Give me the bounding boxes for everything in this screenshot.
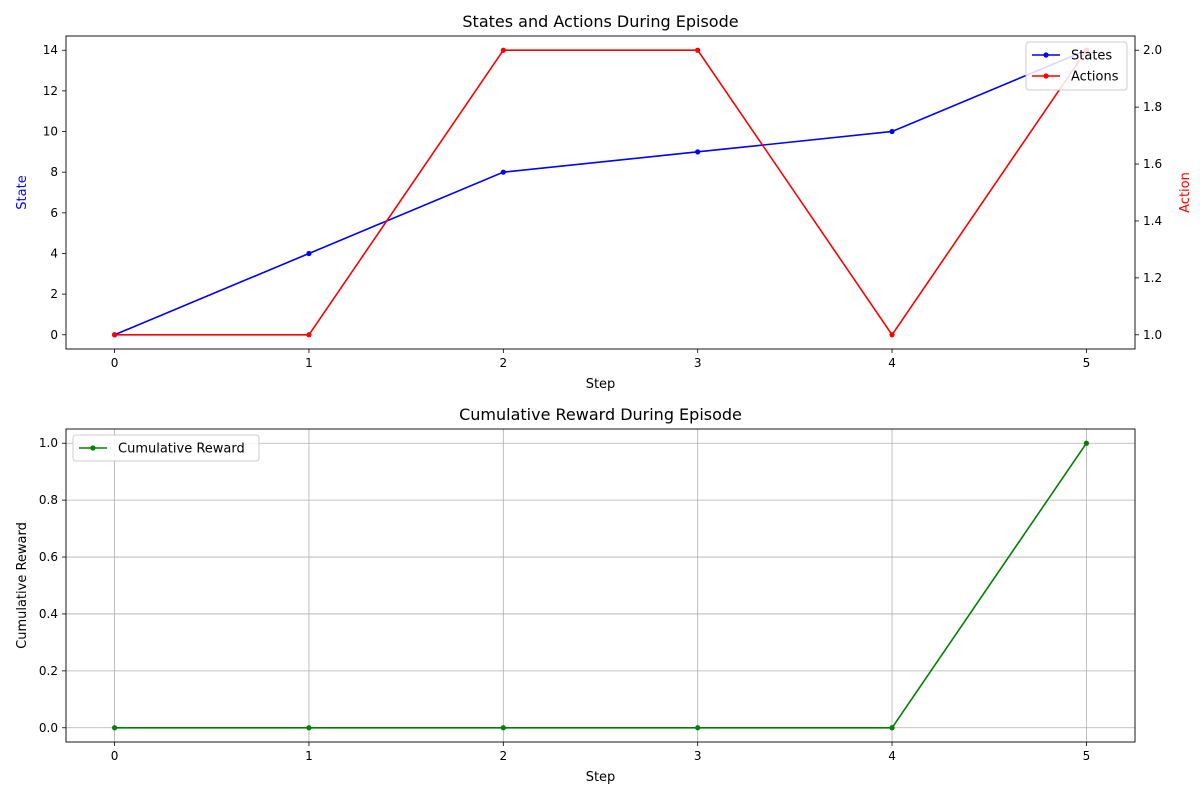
chart0-legend-label-1: Actions bbox=[1071, 70, 1119, 85]
chart0-y-right-tick-label-5: 2.0 bbox=[1143, 43, 1162, 57]
chart1-x-tick-label-4: 4 bbox=[888, 749, 896, 763]
chart0-y-right-tick-label-1: 1.2 bbox=[1143, 271, 1162, 285]
chart1-x-tick-label-1: 1 bbox=[305, 749, 313, 763]
chart0-y-tick-label-2: 4 bbox=[50, 246, 58, 260]
chart1-y-tick-label-1: 0.2 bbox=[39, 664, 58, 678]
chart1-y-tick-label-2: 0.4 bbox=[39, 607, 58, 621]
chart0-series-0-line bbox=[114, 49, 1087, 336]
chart0-series-0-point-1 bbox=[306, 250, 312, 257]
chart0-y-tick-label-0: 0 bbox=[50, 328, 58, 342]
chart0-y-tick-label-4: 8 bbox=[50, 165, 58, 179]
chart0-legend-label-0: States bbox=[1071, 49, 1112, 64]
chart1-legend-marker-0 bbox=[90, 445, 96, 451]
chart0-y-tick-label-5: 10 bbox=[43, 125, 58, 139]
chart1-y-tick-label-3: 0.6 bbox=[39, 550, 58, 564]
chart0-series-0-point-2 bbox=[500, 169, 506, 175]
chart1-series-0-point-4 bbox=[889, 725, 895, 731]
chart0-series-1-point-2 bbox=[500, 47, 506, 53]
chart0-y-tick-label-3: 6 bbox=[50, 206, 58, 220]
chart0-series-1-point-1 bbox=[306, 332, 312, 338]
chart0-frame bbox=[65, 35, 1136, 350]
chart1-x-tick-label-2: 2 bbox=[499, 749, 507, 763]
chart0-y-tick-label-7: 14 bbox=[43, 43, 58, 57]
chart0-x-tick-label-4: 4 bbox=[888, 356, 896, 370]
chart1-frame bbox=[65, 428, 1136, 743]
chart1-x-tick-label-5: 5 bbox=[1083, 749, 1091, 763]
chart0-x-tick-label-1: 1 bbox=[305, 356, 313, 370]
chart0-y-tick-label-6: 12 bbox=[43, 84, 58, 98]
chart1-title: Cumulative Reward During Episode bbox=[459, 405, 742, 424]
chart0-series-0-point-4 bbox=[889, 128, 895, 135]
chart0-x-tick-label-2: 2 bbox=[499, 356, 507, 370]
chart0-y-label: State bbox=[15, 175, 30, 209]
chart0-y-right-tick-label-3: 1.6 bbox=[1143, 157, 1162, 171]
chart1-group: Cumulative Reward During Episode 0 1 2 3 4 5 0.… bbox=[15, 405, 1136, 785]
chart0-y-right-tick-label-4: 1.8 bbox=[1143, 100, 1162, 114]
chart0-x-tick-label-0: 0 bbox=[111, 356, 119, 370]
chart0-y-right-label: Action bbox=[1178, 172, 1193, 213]
chart0-series-1-point-0 bbox=[111, 332, 118, 338]
chart0-title: States and Actions During Episode bbox=[462, 12, 738, 31]
chart1-x-tick-label-3: 3 bbox=[694, 749, 702, 763]
chart0-legend-marker-1 bbox=[1043, 73, 1049, 79]
chart0-y-tick-label-1: 2 bbox=[50, 287, 58, 301]
chart0-x-tick-label-5: 5 bbox=[1083, 356, 1091, 370]
chart0-series-0-point-3 bbox=[695, 149, 701, 155]
chart1-y-tick-label-0: 0.0 bbox=[39, 721, 58, 735]
chart0-legend: States Actions bbox=[1025, 41, 1128, 91]
chart1-y-tick-label-4: 0.8 bbox=[39, 493, 58, 507]
chart1-x-label: Step bbox=[586, 770, 616, 785]
chart0-legend-marker-0 bbox=[1043, 52, 1049, 58]
chart1-series-0-point-1 bbox=[306, 725, 312, 731]
chart0-x-tick-label-3: 3 bbox=[694, 356, 702, 370]
chart1-series-0-point-3 bbox=[695, 725, 701, 731]
chart0-y-right-tick-label-0: 1.0 bbox=[1143, 328, 1162, 342]
chart1-series-0-point-2 bbox=[500, 725, 506, 731]
chart1-legend-label-0: Cumulative Reward bbox=[118, 442, 245, 457]
chart1-series-0-point-0 bbox=[111, 725, 118, 731]
chart1-y-label: Cumulative Reward bbox=[15, 522, 30, 649]
chart0-y-right-tick-label-2: 1.4 bbox=[1143, 214, 1162, 228]
chart1-y-tick-label-5: 1.0 bbox=[39, 436, 58, 450]
chart0-series-1-line bbox=[114, 49, 1088, 337]
chart1-x-tick-label-0: 0 bbox=[111, 749, 119, 763]
chart0-series-1-point-3 bbox=[695, 47, 701, 53]
chart0-legend-box bbox=[1025, 41, 1128, 91]
chart1-legend-box bbox=[72, 434, 260, 462]
chart1-series-0-point-5 bbox=[1083, 440, 1090, 446]
chart1-series-0-line bbox=[114, 442, 1088, 729]
chart0-x-label: Step bbox=[586, 377, 616, 392]
chart1-legend: Cumulative Reward bbox=[72, 434, 260, 462]
chart0-series-1-point-4 bbox=[889, 332, 895, 338]
